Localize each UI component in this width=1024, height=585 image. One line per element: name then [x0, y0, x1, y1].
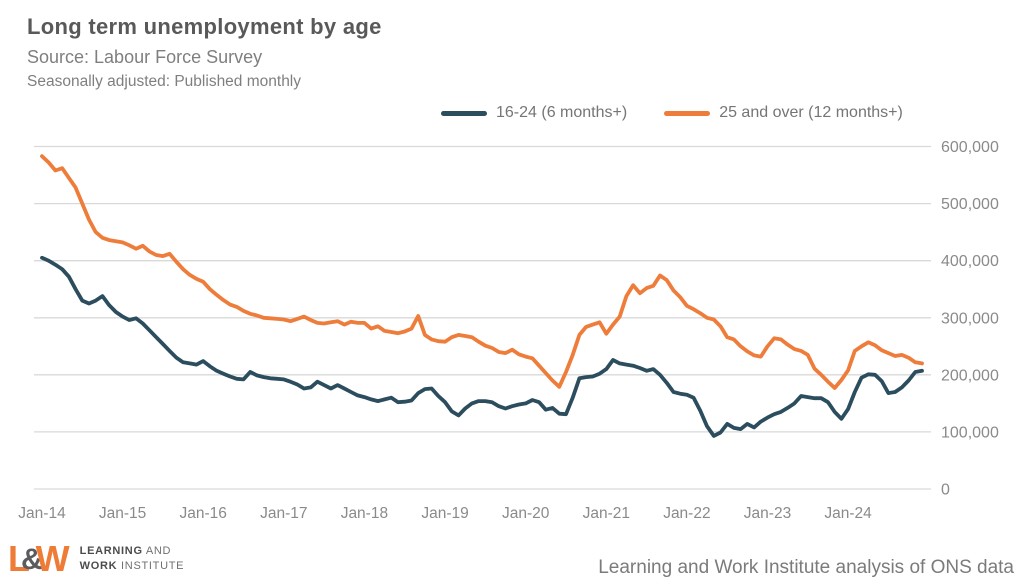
svg-text:Jan-22: Jan-22 [663, 505, 710, 522]
chart-title: Long term unemployment by age [27, 14, 382, 39]
legend-item-16-24: 16-24 (6 months+) [441, 104, 627, 122]
logo-letter-amp: & [21, 543, 43, 576]
svg-text:Jan-16: Jan-16 [179, 505, 226, 522]
logo-line1-bold: LEARNING [79, 545, 143, 558]
svg-text:Jan-23: Jan-23 [744, 505, 791, 522]
lw-logo-text: LEARNING AND WORK INSTITUTE [80, 544, 185, 574]
svg-text:Jan-19: Jan-19 [421, 505, 468, 522]
lw-logo: L&W LEARNING AND WORK INSTITUTE [8, 541, 184, 577]
svg-text:400,000: 400,000 [941, 253, 999, 270]
chart-header: Long term unemployment by age Source: La… [27, 14, 382, 91]
svg-text:Jan-24: Jan-24 [824, 505, 872, 522]
legend-swatch-16-24 [441, 110, 487, 116]
legend-swatch-25-over [664, 110, 711, 116]
logo-line2-bold: WORK [79, 560, 118, 572]
logo-letter-w: W [35, 538, 70, 579]
svg-text:Jan-14: Jan-14 [18, 505, 66, 522]
svg-text:600,000: 600,000 [941, 139, 999, 156]
svg-text:200,000: 200,000 [941, 367, 999, 384]
svg-text:Jan-20: Jan-20 [502, 505, 550, 522]
svg-text:0: 0 [941, 482, 950, 499]
logo-letter-l: L [8, 538, 30, 579]
chart-footer: L&W LEARNING AND WORK INSTITUTE Learning… [0, 533, 1024, 585]
svg-text:100,000: 100,000 [941, 424, 999, 441]
svg-text:500,000: 500,000 [941, 196, 999, 213]
chart-frequency-note: Seasonally adjusted: Published monthly [27, 73, 302, 90]
svg-text:Jan-15: Jan-15 [99, 505, 146, 522]
chart-source: Source: Labour Force Survey [27, 47, 263, 67]
svg-text:Jan-17: Jan-17 [260, 505, 307, 522]
legend-label-25-over: 25 and over (12 months+) [719, 104, 903, 121]
logo-line2-rest: INSTITUTE [117, 560, 185, 572]
logo-line1-rest: AND [142, 545, 172, 558]
svg-text:Jan-21: Jan-21 [583, 505, 630, 522]
svg-text:Jan-18: Jan-18 [341, 505, 388, 522]
legend-label-16-24: 16-24 (6 months+) [496, 104, 628, 121]
analysis-caption: Learning and Work Institute analysis of … [598, 557, 1014, 578]
svg-text:300,000: 300,000 [941, 310, 999, 327]
legend-item-25-over: 25 and over (12 months+) [664, 104, 903, 122]
chart-legend: 16-24 (6 months+) 25 and over (12 months… [441, 104, 903, 122]
lw-logo-mark-icon: L&W [8, 541, 70, 577]
